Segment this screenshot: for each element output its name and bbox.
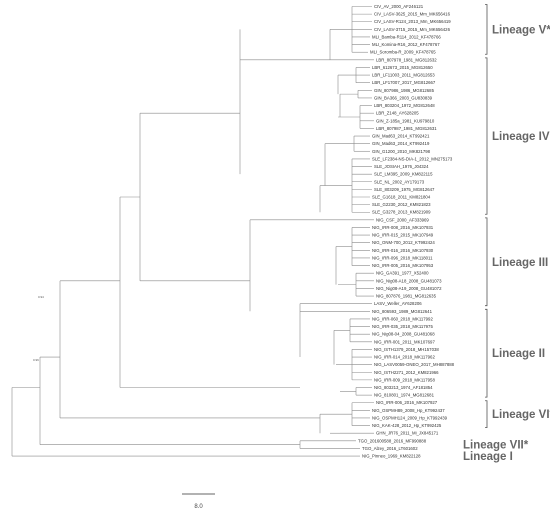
taxon-label: NIG_IRR-015_2015_MK107949 bbox=[372, 233, 434, 238]
taxon-label: TGO_201600588_2016_MF990888 bbox=[358, 438, 427, 443]
taxon-label: MLI_Soromba-R_2009_KF478765 bbox=[370, 50, 436, 55]
taxon-label: SLE_G1618_2011_KM821804 bbox=[372, 195, 431, 200]
taxon-label: NIG_IRR-035_2018_MK117975 bbox=[372, 324, 433, 329]
taxon-label: NIG_IRR-060_2018_MK117992 bbox=[372, 316, 433, 321]
taxon-label: NIG_IRR-014_2018_MK117962 bbox=[374, 355, 435, 360]
taxon-label: NIG_Nig08-A19_2008_GU481072 bbox=[376, 286, 442, 291]
taxon-label: NIG_IRR-005_2016_MK107953 bbox=[372, 263, 434, 268]
taxon-label: LBR_803204_1972_MG812648 bbox=[374, 103, 435, 108]
taxon-label: LBR_612673_2015_MG812650 bbox=[372, 65, 433, 70]
taxon-label: NIG_Pinneo_1969_KM822128 bbox=[362, 454, 421, 459]
taxon-label: NIG_803213_1974_AF181854 bbox=[374, 385, 433, 390]
taxon-label: NIG_ISTH2271_2012_KM821966 bbox=[374, 370, 439, 375]
taxon-label: GIN_Mad63_2014_KT992421 bbox=[372, 134, 430, 139]
taxon-label: NIG_IRR-001_2011_MK107697 bbox=[374, 339, 435, 344]
taxon-label: NIG_806593_1989_MG812641 bbox=[372, 309, 433, 314]
taxon-label: NIG_Nig08-A18_2008_GU481073 bbox=[376, 278, 442, 283]
lineage-label: Lineage VII* bbox=[463, 440, 529, 452]
taxon-label: SLE_LM395_2009_KM822115 bbox=[374, 172, 433, 177]
taxon-label: NIG_Nig08-04_2008_GU481068 bbox=[372, 332, 435, 337]
taxon-labels: CIV_AV_2000_AF246121 CIV_LASV-3625_2015_M… bbox=[358, 4, 455, 459]
taxon-label: MLI_Bamba-R114_2012_KF478766 bbox=[372, 34, 441, 39]
taxon-label: CIV_LASV-R124_2013_Mm_MK656419 bbox=[374, 19, 451, 24]
taxon-label: NIG_GA391_1977_X52400 bbox=[376, 271, 429, 276]
taxon-label: NIG_KAK-428_2012_Hp_KT992425 bbox=[372, 423, 442, 428]
support-value-root-1: 0.94 bbox=[38, 295, 44, 299]
taxon-label: SLE_G2230_2012_KM821823 bbox=[372, 202, 431, 207]
taxon-label: NIG_IRR-008_2016_MK107931 bbox=[372, 225, 434, 230]
tree-branches bbox=[11, 6, 374, 457]
taxon-label: GIN_Z-185a_1981_KU979810 bbox=[376, 118, 435, 123]
taxon-label: LBR_LF17007_2017_MG812667 bbox=[372, 80, 436, 85]
taxon-label: NIG_LASV0059-ONEO_2017_MH887888 bbox=[374, 362, 455, 367]
lineage-bracket bbox=[485, 217, 488, 307]
taxon-label: LBR_807987_1981_MG812631 bbox=[376, 126, 437, 131]
lineage-annotations: Lineage V* Lineage IV Lineage III Lineage I… bbox=[463, 4, 550, 463]
lineage-label: Lineage III bbox=[492, 257, 548, 269]
lineage-bracket bbox=[485, 308, 488, 398]
taxon-label: CIV_LASV-3715_2015_Mm_MK656426 bbox=[374, 27, 451, 32]
lineage-bracket bbox=[485, 4, 488, 55]
lineage-label: Lineage IV bbox=[492, 131, 550, 143]
lineage-label: Lineage VI* bbox=[492, 409, 550, 421]
lineage-label: Lineage I bbox=[463, 451, 513, 463]
taxon-label: NIG_810801_1974_MG812681 bbox=[374, 393, 435, 398]
scale-bar: 8.0 bbox=[182, 493, 215, 510]
taxon-label: SLE_LF2384-NS-DIA-1_2012_MN275173 bbox=[372, 156, 453, 161]
taxon-label: NIG_OSPMH89_2008_Hp_KT992437 bbox=[372, 408, 445, 413]
taxon-label: LBR_807978_1981_MG812632 bbox=[376, 57, 437, 62]
taxon-label: NIG_IRR-006_2016_MK107927 bbox=[376, 400, 438, 405]
taxon-label: NIG_ONM-700_2012_KT992424 bbox=[372, 240, 435, 245]
taxon-label: LASV_Weller_AY628206 bbox=[374, 301, 422, 306]
support-value-root-2: 0.96 bbox=[33, 358, 39, 362]
taxon-label: GIN_G1200_2010_MK821798 bbox=[372, 149, 431, 154]
lineage-bracket bbox=[485, 57, 488, 215]
scale-bar-label: 8.0 bbox=[194, 504, 203, 510]
taxon-label: NIG_IRR-096_2018_MK118011 bbox=[372, 255, 433, 260]
taxon-label: GIN_BA366_2003_GU830839 bbox=[374, 95, 433, 100]
taxon-label: SLE_G3278_2013_KM821909 bbox=[372, 210, 431, 215]
taxon-label: MLI_Komina-R16_2012_KF478767 bbox=[372, 42, 440, 47]
taxon-label: TGO_Alzey_2016_LT601602 bbox=[362, 446, 418, 451]
taxon-label: SLE_NL_2002_AY179173 bbox=[374, 179, 425, 184]
taxon-label: NIG_CSF_2000_AF333969 bbox=[376, 217, 429, 222]
taxon-label: NIG_OSPMH124_2009_Hp_KT992439 bbox=[372, 415, 448, 420]
lineage-label: Lineage V* bbox=[492, 24, 550, 36]
taxon-label: CIV_LASV-3625_2015_Mm_MK656416 bbox=[374, 12, 451, 17]
taxon-label: NIG_IRR-009_2018_MK117958 bbox=[374, 377, 435, 382]
taxon-label: NIG_ISTH1379_2018_MH157038 bbox=[374, 347, 439, 352]
lineage-label: Lineage II bbox=[492, 348, 545, 360]
taxon-label: GIN_Mad63_2014_KT992419 bbox=[372, 141, 430, 146]
taxon-label: GHN_JR76_2011_Mi_JX845171 bbox=[376, 431, 439, 436]
lineage-bracket bbox=[485, 400, 488, 428]
taxon-label: NIG_IRR-016_2016_MK107930 bbox=[372, 248, 434, 253]
taxon-label: LBR_Z148_AY628205 bbox=[376, 111, 419, 116]
taxon-label: LBR_LF11003_2011_MG812653 bbox=[372, 73, 435, 78]
taxon-label: CIV_AV_2000_AF246121 bbox=[374, 4, 424, 9]
taxon-label: NIG_807876_1981_MG812635 bbox=[376, 294, 437, 299]
taxon-label: SLE_803209_1975_MG812647 bbox=[374, 187, 435, 192]
taxon-label: GIN_807986_1986_MG812685 bbox=[374, 88, 435, 93]
support-values: 0.94 0.96 bbox=[33, 295, 44, 362]
taxon-label: SLE_JOSIAH_1976_J04324 bbox=[374, 164, 429, 169]
